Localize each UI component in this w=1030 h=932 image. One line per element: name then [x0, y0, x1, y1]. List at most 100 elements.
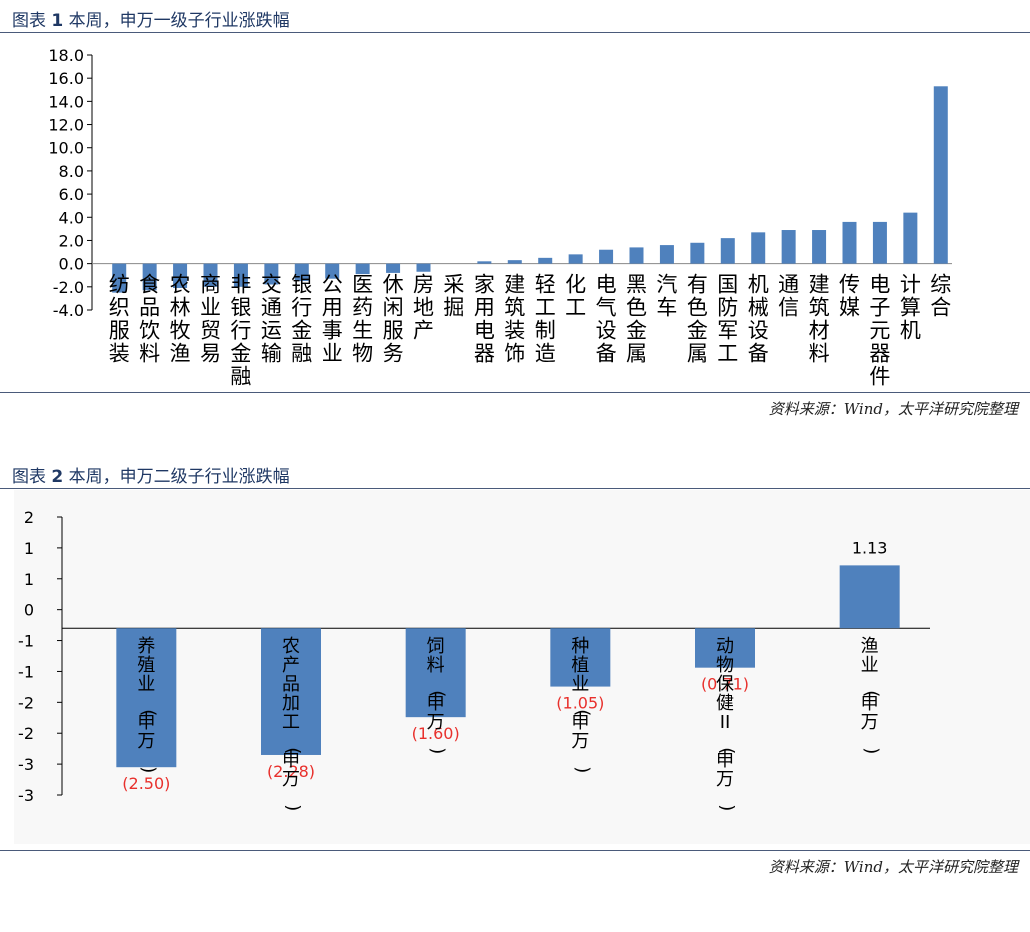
chart1-category-label: 建筑材料 [809, 273, 830, 366]
chart2-bar [116, 628, 177, 768]
chart2-y-tick-label: 0 [24, 601, 34, 620]
chart1-category-label: 采掘 [443, 273, 464, 320]
chart2-category-label: 养殖业(申万) [137, 636, 158, 773]
chart2-category-label: 农产品加工(申万) [282, 636, 303, 811]
chart1-bar [355, 263, 370, 275]
chart1-category-label: 家用电器 [474, 273, 495, 366]
chart1-bar [325, 263, 340, 279]
chart1-category-label: 电子元器件 [869, 273, 890, 389]
chart1-y-tick-label: 16.0 [48, 69, 84, 88]
chart2-y-tick-label: -3 [18, 755, 34, 774]
chart2-y-tick-label: -1 [18, 632, 34, 651]
chart1-bar [538, 257, 553, 264]
chart1-source: 资料来源：Wind，太平洋研究院整理 [768, 400, 1018, 418]
chart2-y-tick-label: -3 [18, 786, 34, 805]
chart1-bar [629, 247, 644, 264]
chart1-category-label: 有色金属 [687, 273, 708, 366]
chart1-category-label: 房地产 [413, 273, 434, 343]
chart1-y-tick-label: 2.0 [59, 231, 84, 250]
chart1-bar [507, 260, 522, 264]
chart1-bar [781, 230, 796, 264]
chart1-category-label: 交通运输 [261, 273, 282, 366]
chart2-data-label: 1.13 [852, 538, 888, 557]
chart1-bar [659, 245, 674, 264]
chart1-category-label: 农林牧渔 [170, 273, 191, 366]
chart1-category-label: 综合 [930, 273, 951, 320]
chart1-title-number: 1 [51, 11, 64, 31]
chart1-title-prefix: 图表 [12, 11, 46, 31]
chart1-bar [842, 221, 857, 264]
chart1-category-label: 通信 [778, 273, 799, 320]
chart1-category-label: 休闲服务 [383, 273, 404, 366]
chart1-bar [173, 263, 188, 288]
chart1-category-label: 黑色金属 [626, 273, 647, 366]
chart1-y-tick-label: 18.0 [48, 46, 84, 65]
chart2-title-text: 本周，申万二级子行业涨跌幅 [68, 467, 290, 487]
chart2-category-label: 饲料(申万) [427, 636, 448, 754]
chart1-y-tick-label: 12.0 [48, 116, 84, 135]
chart1-bar [599, 249, 614, 264]
chart2-plot: 2 1 1 0 -1 -1 -2 -2 -3 -3 (2.50)养殖业(申万) (2.28)农产品加工… [18, 508, 930, 811]
chart1-category-label: 食品饮料 [139, 273, 160, 366]
chart2-data-label: (2.50) [122, 774, 170, 793]
chart1-bar [142, 263, 157, 291]
chart2-source: 资料来源：Wind，太平洋研究院整理 [768, 858, 1018, 876]
chart1-category-label: 化工 [565, 273, 586, 320]
chart2-data-label: (1.60) [412, 724, 460, 743]
chart2-data-label: (1.05) [556, 694, 604, 713]
chart1-plot: 18.0 16.0 14.0 12.0 10.0 8.0 6.0 4.0 2.0 0.0 -2.0 -… [48, 46, 952, 389]
chart2-y-tick-label: -2 [18, 693, 34, 712]
chart1-y-tick-label: -2.0 [53, 278, 84, 297]
chart1-bar [903, 212, 918, 264]
chart1-category-label: 传媒 [839, 273, 860, 320]
chart2-y-tick-label: 1 [24, 570, 34, 589]
chart1-bottom-rule [0, 392, 1030, 393]
chart2-category-label: 种植业(申万) [571, 636, 592, 773]
chart2-bar [839, 565, 900, 629]
chart1-y-tick-label: 6.0 [59, 185, 84, 204]
chart1-bar [233, 263, 248, 287]
chart2-top-rule [0, 488, 1030, 489]
chart1-title-text: 本周，申万一级子行业涨跌幅 [68, 11, 290, 31]
chart1-y-tick-label: 8.0 [59, 162, 84, 181]
chart1-bar [812, 230, 827, 264]
chart1-category-label: 计算机 [900, 273, 921, 343]
chart2-title: 图表 2 本周，申万二级子行业涨跌幅 [12, 462, 290, 487]
chart1-category-label: 纺织服装 [109, 273, 130, 366]
chart1-bar [203, 263, 218, 287]
chart1-top-rule [0, 32, 1030, 33]
chart1-bar [568, 254, 583, 264]
chart1-bar [416, 263, 431, 272]
chart1-category-label: 机械设备 [748, 273, 769, 366]
chart2-y-tick-label: -2 [18, 724, 34, 743]
chart2-bar [550, 628, 611, 687]
chart1-y-tick-label: 4.0 [59, 208, 84, 227]
chart2-category-label: 渔业(申万) [861, 636, 882, 754]
chart2-data-label: (0.71) [701, 675, 749, 694]
chart1-category-label: 轻工制造 [535, 273, 556, 366]
chart1-y-tick-label: 10.0 [48, 139, 84, 158]
chart2-y-tick-label: 2 [24, 508, 34, 527]
chart1-bar [872, 221, 887, 264]
chart1-category-label: 国防军工 [717, 273, 738, 366]
chart1-y-tick-label: -4.0 [53, 301, 84, 320]
chart1-category-label: 银行金融 [291, 273, 312, 366]
chart1-y-tick-label: 14.0 [48, 92, 84, 111]
chart1-category-label: 公用事业 [322, 273, 343, 366]
chart1-bar [690, 242, 705, 264]
chart2-bar [261, 628, 321, 755]
chart1-title: 图表 1 本周，申万一级子行业涨跌幅 [12, 6, 290, 31]
chart2-y-tick-label: 1 [24, 539, 34, 558]
chart2-bottom-rule [0, 850, 1030, 851]
chart1-bar [477, 261, 492, 264]
chart2-title-number: 2 [51, 467, 64, 487]
chart1-category-label: 建筑装饰 [504, 273, 525, 366]
chart1-category-label: 医药生物 [352, 273, 373, 366]
chart2-bar [405, 628, 466, 718]
chart1-bar [751, 232, 766, 264]
chart1-bar [720, 238, 735, 264]
chart1-category-label: 汽车 [656, 273, 677, 320]
chart1-bar [264, 263, 279, 285]
chart1-category-label: 非银行金融 [230, 273, 251, 389]
chart2-plot-area [14, 490, 1030, 844]
